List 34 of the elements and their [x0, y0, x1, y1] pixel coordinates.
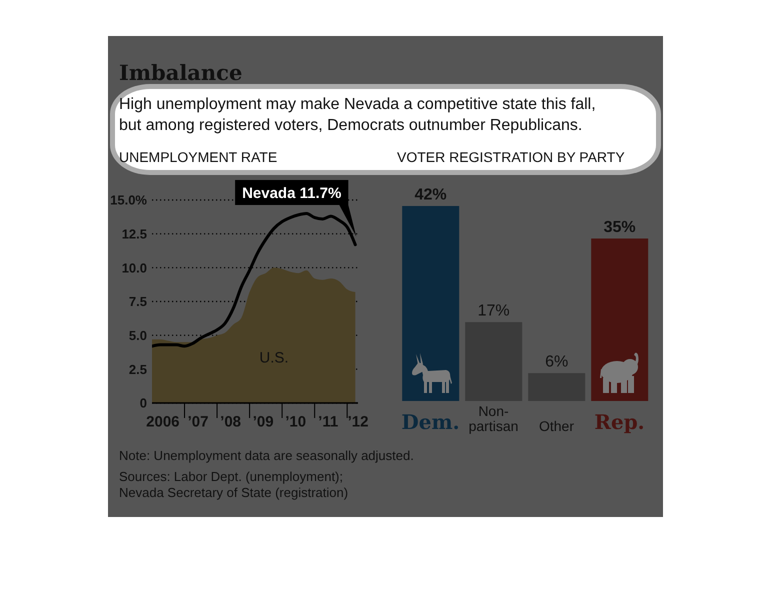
y-tick-label: 0: [140, 396, 147, 411]
data-label: 17%: [478, 302, 510, 320]
chart-title: UNEMPLOYMENT RATE: [118, 148, 278, 166]
series-label: U.S.: [259, 349, 289, 366]
y-tick-label: 12.5: [122, 226, 147, 242]
x-tick-label: ’09: [252, 414, 274, 430]
x-tick-label: ’10: [285, 414, 306, 430]
data-label: 42%: [414, 186, 447, 204]
bar: [528, 373, 586, 401]
bar: [402, 206, 460, 401]
text: Note: Unemployment data are seasonally adjusted.: [119, 448, 415, 464]
x-tick-label: ’07: [188, 414, 209, 430]
y-tick-label: 10.0: [122, 260, 147, 276]
y-tick-label: 5.0: [128, 328, 147, 343]
text: Nevada 11.7%: [242, 185, 342, 202]
text: Imbalance: [119, 60, 244, 86]
x-tick-label: ’12: [348, 414, 368, 430]
x-tick-label: ’08: [220, 414, 242, 430]
x-tick-label: ’11: [318, 414, 338, 430]
x-tick-label: Rep.: [594, 410, 645, 434]
y-tick-label: 15.0%: [110, 192, 148, 208]
text: High unemployment may make Nevada a competitive state this fall, but among registered voters, Democrats outnumber Republicans.: [119, 95, 597, 136]
x-tick-label: Non-partisan: [468, 403, 518, 434]
x-tick-label: Other: [538, 418, 574, 434]
x-tick-label: Dem.: [401, 410, 460, 434]
source-note: Sources: Labor Dept. (unemployment); Nevada Secretary of State (registration): [119, 469, 350, 501]
line-series: [152, 212, 357, 348]
y-tick-label: 7.5: [128, 294, 147, 310]
data-label: 6%: [545, 354, 568, 371]
bar: [465, 322, 522, 401]
data-label: 35%: [604, 219, 636, 236]
x-tick-label: 2006: [146, 414, 180, 430]
y-tick-label: 2.5: [128, 362, 147, 377]
chart-title: VOTER REGISTRATION BY PARTY: [396, 148, 626, 166]
